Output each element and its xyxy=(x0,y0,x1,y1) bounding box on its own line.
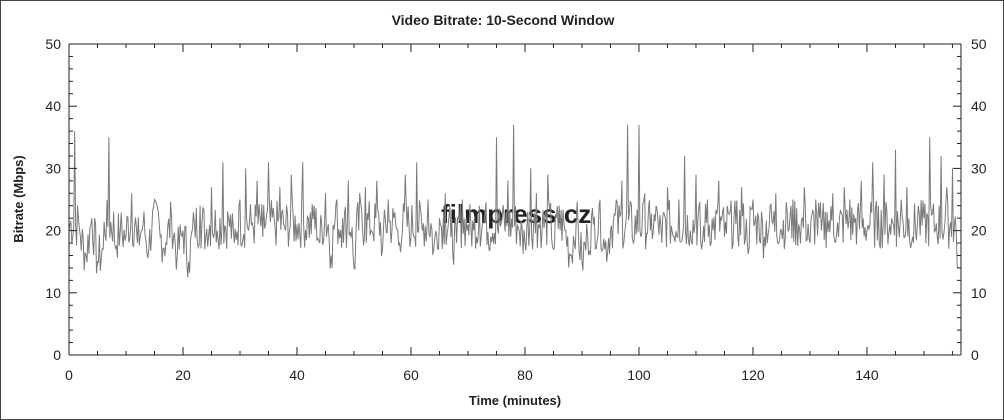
chart-title: Video Bitrate: 10-Second Window xyxy=(392,12,615,28)
x-axis-label: Time (minutes) xyxy=(469,393,561,408)
x-tick-label: 120 xyxy=(741,367,765,383)
y-tick-label-right: 0 xyxy=(971,347,979,363)
y-tick-label-right: 10 xyxy=(971,285,987,301)
bitrate-series-line xyxy=(68,124,959,278)
y-tick-label: 20 xyxy=(45,223,61,239)
x-tick-label: 40 xyxy=(289,367,305,383)
y-axis-label: Bitrate (Mbps) xyxy=(11,155,26,242)
y-tick-label: 50 xyxy=(45,36,61,52)
x-tick-label: 60 xyxy=(403,367,419,383)
x-tick-label: 20 xyxy=(175,367,191,383)
x-tick-label: 0 xyxy=(65,367,73,383)
y-tick-label: 10 xyxy=(45,285,61,301)
y-tick-label-right: 30 xyxy=(971,160,987,176)
x-tick-label: 140 xyxy=(855,367,879,383)
y-tick-label-right: 50 xyxy=(971,36,987,52)
x-tick-label: 100 xyxy=(627,367,651,383)
y-tick-label: 30 xyxy=(45,160,61,176)
y-tick-label: 40 xyxy=(45,98,61,114)
x-tick-label: 80 xyxy=(517,367,533,383)
y-tick-label: 0 xyxy=(53,347,61,363)
y-tick-label-right: 20 xyxy=(971,223,987,239)
y-tick-label-right: 40 xyxy=(971,98,987,114)
